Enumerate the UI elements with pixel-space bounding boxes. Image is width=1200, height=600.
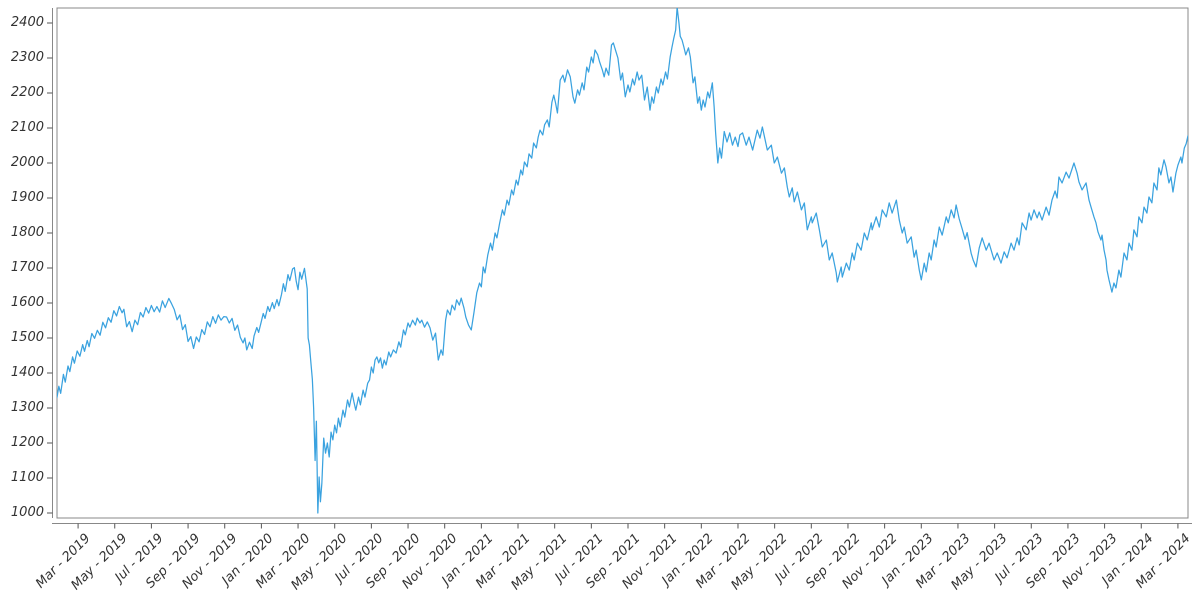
y-tick-label: 2400 [10,15,44,30]
y-tick-label: 1100 [10,470,44,485]
y-tick-label: 1000 [10,505,44,520]
y-tick-label: 1300 [10,400,44,415]
y-tick-label: 1400 [10,365,44,380]
y-tick-label: 1900 [10,190,44,205]
series-line [57,8,1188,514]
y-tick-label: 1600 [10,295,44,310]
y-tick-label: 1200 [10,435,44,450]
y-tick-label: 1500 [10,330,44,345]
y-tick-label: 2100 [10,120,44,135]
y-tick-label: 2000 [10,155,44,170]
y-tick-label: 2300 [10,50,44,65]
plot-border [56,7,1189,519]
axis-ticks [47,22,1179,529]
y-tick-label: 1700 [10,260,44,275]
y-tick-label: 2200 [10,85,44,100]
y-tick-label: 1800 [10,225,44,240]
plot-frame [52,7,1192,524]
